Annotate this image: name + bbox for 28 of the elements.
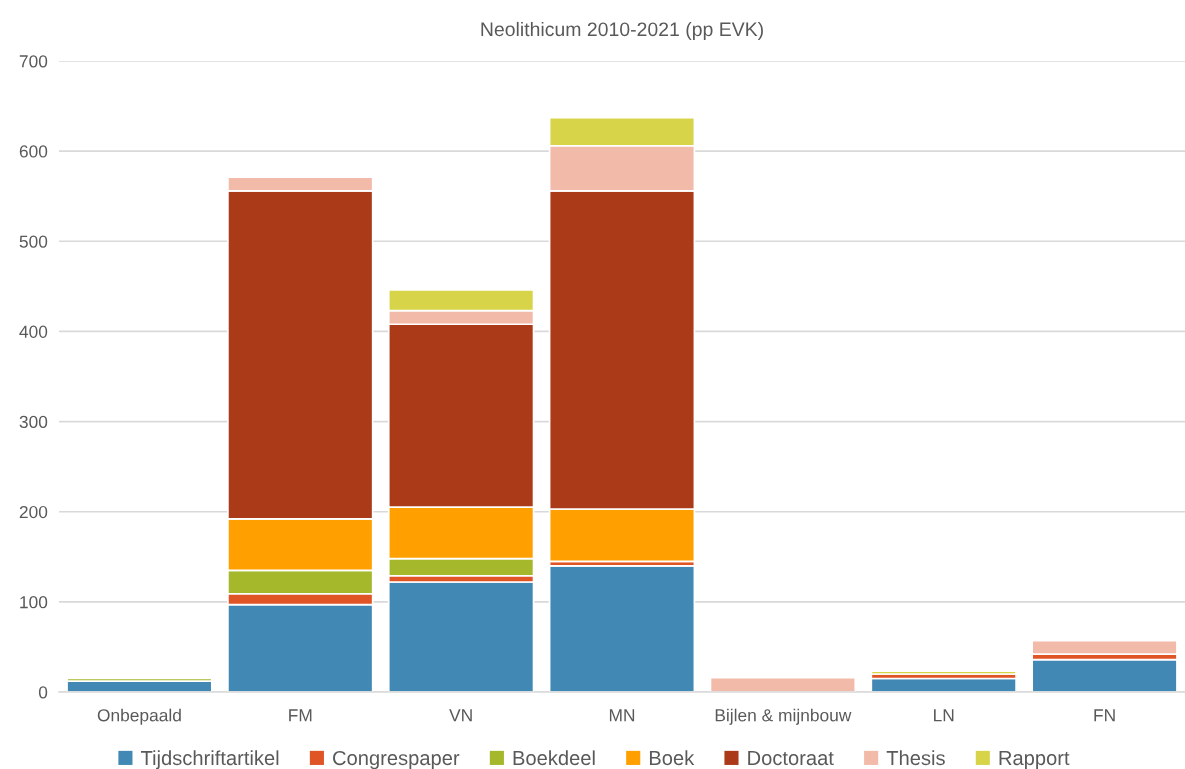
bar bbox=[387, 581, 535, 692]
y-tick-label: 0 bbox=[38, 686, 48, 699]
bar bbox=[709, 676, 857, 692]
y-tick-label: 600 bbox=[19, 145, 48, 158]
legend-label: Doctoraat bbox=[748, 751, 834, 766]
x-tick-label: LN bbox=[934, 709, 954, 722]
x-tick-label: FM bbox=[289, 709, 312, 722]
legend-label: Boekdeel bbox=[513, 750, 595, 766]
y-tick-label: 500 bbox=[19, 235, 48, 248]
bar bbox=[548, 564, 696, 692]
x-tick-label: Bijlen & mijnbouw bbox=[715, 708, 852, 725]
bar bbox=[1031, 658, 1178, 692]
y-tick-label: 700 bbox=[19, 55, 48, 68]
y-tick-label: 300 bbox=[19, 415, 48, 429]
legend-label: Tijdschriftartikel bbox=[140, 750, 279, 769]
x-tick-label: FN bbox=[1094, 709, 1115, 722]
x-tick-label: VN bbox=[449, 709, 472, 722]
y-tick-label: 400 bbox=[19, 325, 48, 338]
legend-label: Congrespaper bbox=[333, 750, 460, 769]
y-tick-label: 100 bbox=[20, 596, 48, 609]
chart-title: Neolithicum 2010-2021 (pp EVK) bbox=[481, 21, 763, 41]
legend-label: Rapport bbox=[999, 751, 1070, 769]
y-tick-label: 200 bbox=[19, 505, 48, 519]
x-tick-label: MN bbox=[609, 709, 635, 722]
bar bbox=[870, 670, 1017, 675]
legend-label: Boek bbox=[649, 750, 695, 766]
x-tick-label: Onbepaald bbox=[97, 708, 181, 725]
legend-label: Thesis bbox=[886, 750, 945, 766]
